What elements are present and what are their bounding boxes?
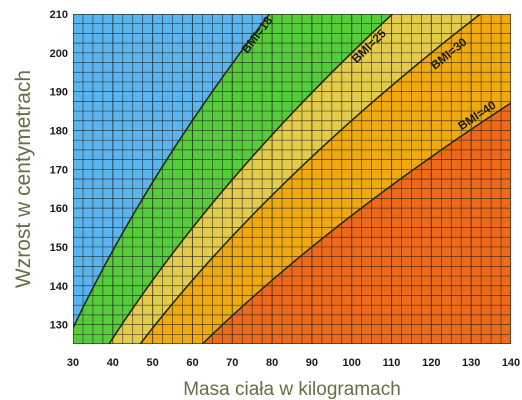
bmi-30-boundary [139, 14, 482, 344]
y-tick-label: 150 [50, 242, 68, 254]
bmi-boundary-lines [73, 14, 511, 344]
y-tick-label: 160 [50, 203, 68, 215]
bmi-40-boundary [201, 102, 511, 344]
y-tick-label: 130 [50, 320, 68, 332]
bmi-18-boundary [73, 14, 271, 330]
y-tick-label: 140 [50, 281, 68, 293]
x-tick-label: 30 [67, 357, 79, 369]
x-tick-label: 140 [502, 357, 520, 369]
x-tick-label: 50 [147, 357, 159, 369]
x-tick-label: 80 [266, 357, 278, 369]
zone-severely-obese [202, 102, 511, 344]
y-tick-label: 190 [50, 87, 68, 99]
y-axis-title: Wzrost w centymetrach [12, 70, 35, 288]
x-tick-label: 120 [422, 357, 440, 369]
plot-grid [73, 14, 511, 344]
x-tick-label: 70 [226, 357, 238, 369]
x-tick-label: 90 [306, 357, 318, 369]
x-tick-label: 130 [462, 357, 480, 369]
bmi-25-boundary [108, 14, 394, 344]
x-axis-ticks: 30 40 50 60 70 80 90 100 110 120 130 140 [67, 357, 520, 369]
y-tick-label: 210 [50, 9, 68, 21]
x-tick-label: 100 [343, 357, 361, 369]
zone-underweight [73, 14, 270, 329]
y-tick-label: 180 [50, 125, 68, 137]
y-axis-ticks: 130 140 150 160 170 180 190 200 210 [50, 9, 68, 332]
y-tick-label: 170 [50, 164, 68, 176]
x-tick-label: 110 [383, 357, 401, 369]
x-tick-label: 40 [107, 357, 119, 369]
zone-overweight [109, 14, 481, 344]
x-tick-label: 60 [186, 357, 198, 369]
x-axis-title: Masa ciała w kilogramach [183, 379, 401, 400]
y-tick-label: 200 [50, 48, 68, 60]
